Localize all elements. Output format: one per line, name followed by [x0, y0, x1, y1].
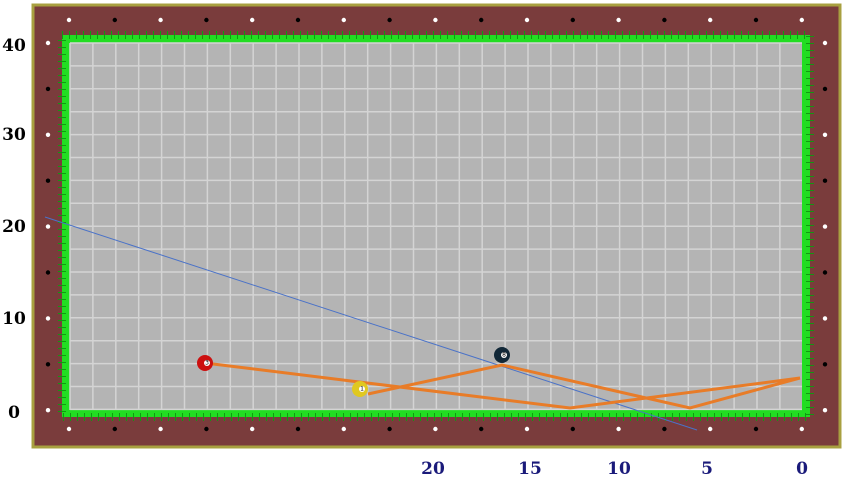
- diamond: [204, 426, 209, 432]
- aim-line: [44, 216, 698, 431]
- diamond: [708, 17, 713, 23]
- diamond: [524, 17, 530, 23]
- diamond: [822, 40, 828, 46]
- diamond: [250, 17, 255, 23]
- ball-spot: [204, 360, 210, 366]
- diamond: [799, 17, 804, 23]
- diamond: [822, 362, 828, 367]
- ball-spot: [359, 386, 365, 392]
- left-label: 0: [8, 403, 20, 423]
- diamond: [45, 362, 51, 367]
- diamond: [753, 426, 759, 432]
- diamond: [112, 17, 118, 23]
- left-label: 20: [2, 217, 26, 237]
- diamond: [822, 178, 828, 183]
- diamond: [822, 316, 828, 321]
- diamond: [341, 426, 346, 432]
- left-label: 10: [2, 309, 26, 329]
- ball-path: [204, 361, 801, 410]
- ball-number: 3: [205, 360, 209, 367]
- diamond: [45, 316, 51, 321]
- ball-black: 8: [494, 347, 510, 363]
- diamond: [822, 86, 828, 92]
- diamond: [66, 17, 72, 23]
- diamond: [387, 17, 392, 23]
- diamond: [295, 17, 301, 23]
- diamond: [662, 17, 667, 23]
- diamond: [433, 17, 438, 23]
- diamond: [524, 426, 530, 432]
- left-label: 40: [2, 36, 26, 56]
- diamond: [822, 408, 828, 413]
- ball-red: 3: [197, 355, 213, 371]
- ball-number: 1: [360, 386, 364, 393]
- diamond: [753, 17, 759, 23]
- diamond: [112, 426, 118, 432]
- bottom-label: 15: [518, 459, 542, 479]
- ball-number: 8: [502, 352, 506, 359]
- diamond: [204, 17, 209, 23]
- diamond: [662, 426, 667, 432]
- diamond: [45, 40, 51, 46]
- diamond: [708, 426, 713, 432]
- diamond: [341, 17, 346, 23]
- diamond: [45, 132, 51, 137]
- diamond: [158, 17, 163, 23]
- diamond: [570, 17, 575, 23]
- diamond: [822, 224, 828, 229]
- diamond: [433, 426, 438, 432]
- diamond: [295, 426, 301, 432]
- grid: [69, 42, 802, 411]
- diamond: [45, 408, 51, 413]
- bottom-label: 20: [421, 459, 445, 479]
- diamond: [799, 426, 804, 432]
- left-label: 30: [2, 125, 26, 145]
- bottom-label: 5: [701, 459, 713, 479]
- diamond: [616, 426, 621, 432]
- ball-spot: [501, 352, 507, 358]
- diamond: [479, 17, 484, 23]
- cushion-pattern: [58, 31, 814, 421]
- diamond: [250, 426, 255, 432]
- diamond: [45, 178, 51, 183]
- diamond: [479, 426, 484, 432]
- diamonds: [45, 17, 828, 432]
- diamond: [45, 270, 51, 275]
- bottom-label: 10: [607, 459, 631, 479]
- bottom-label: 0: [796, 459, 808, 479]
- diamond: [158, 426, 163, 432]
- diamond: [387, 426, 392, 432]
- diamond: [570, 426, 575, 432]
- diamond: [616, 17, 621, 23]
- ball-yellow: 1: [352, 381, 368, 397]
- diamond: [45, 224, 51, 229]
- diamond: [66, 426, 72, 432]
- diamond: [822, 132, 828, 137]
- diamond: [822, 270, 828, 275]
- diamond: [45, 86, 51, 92]
